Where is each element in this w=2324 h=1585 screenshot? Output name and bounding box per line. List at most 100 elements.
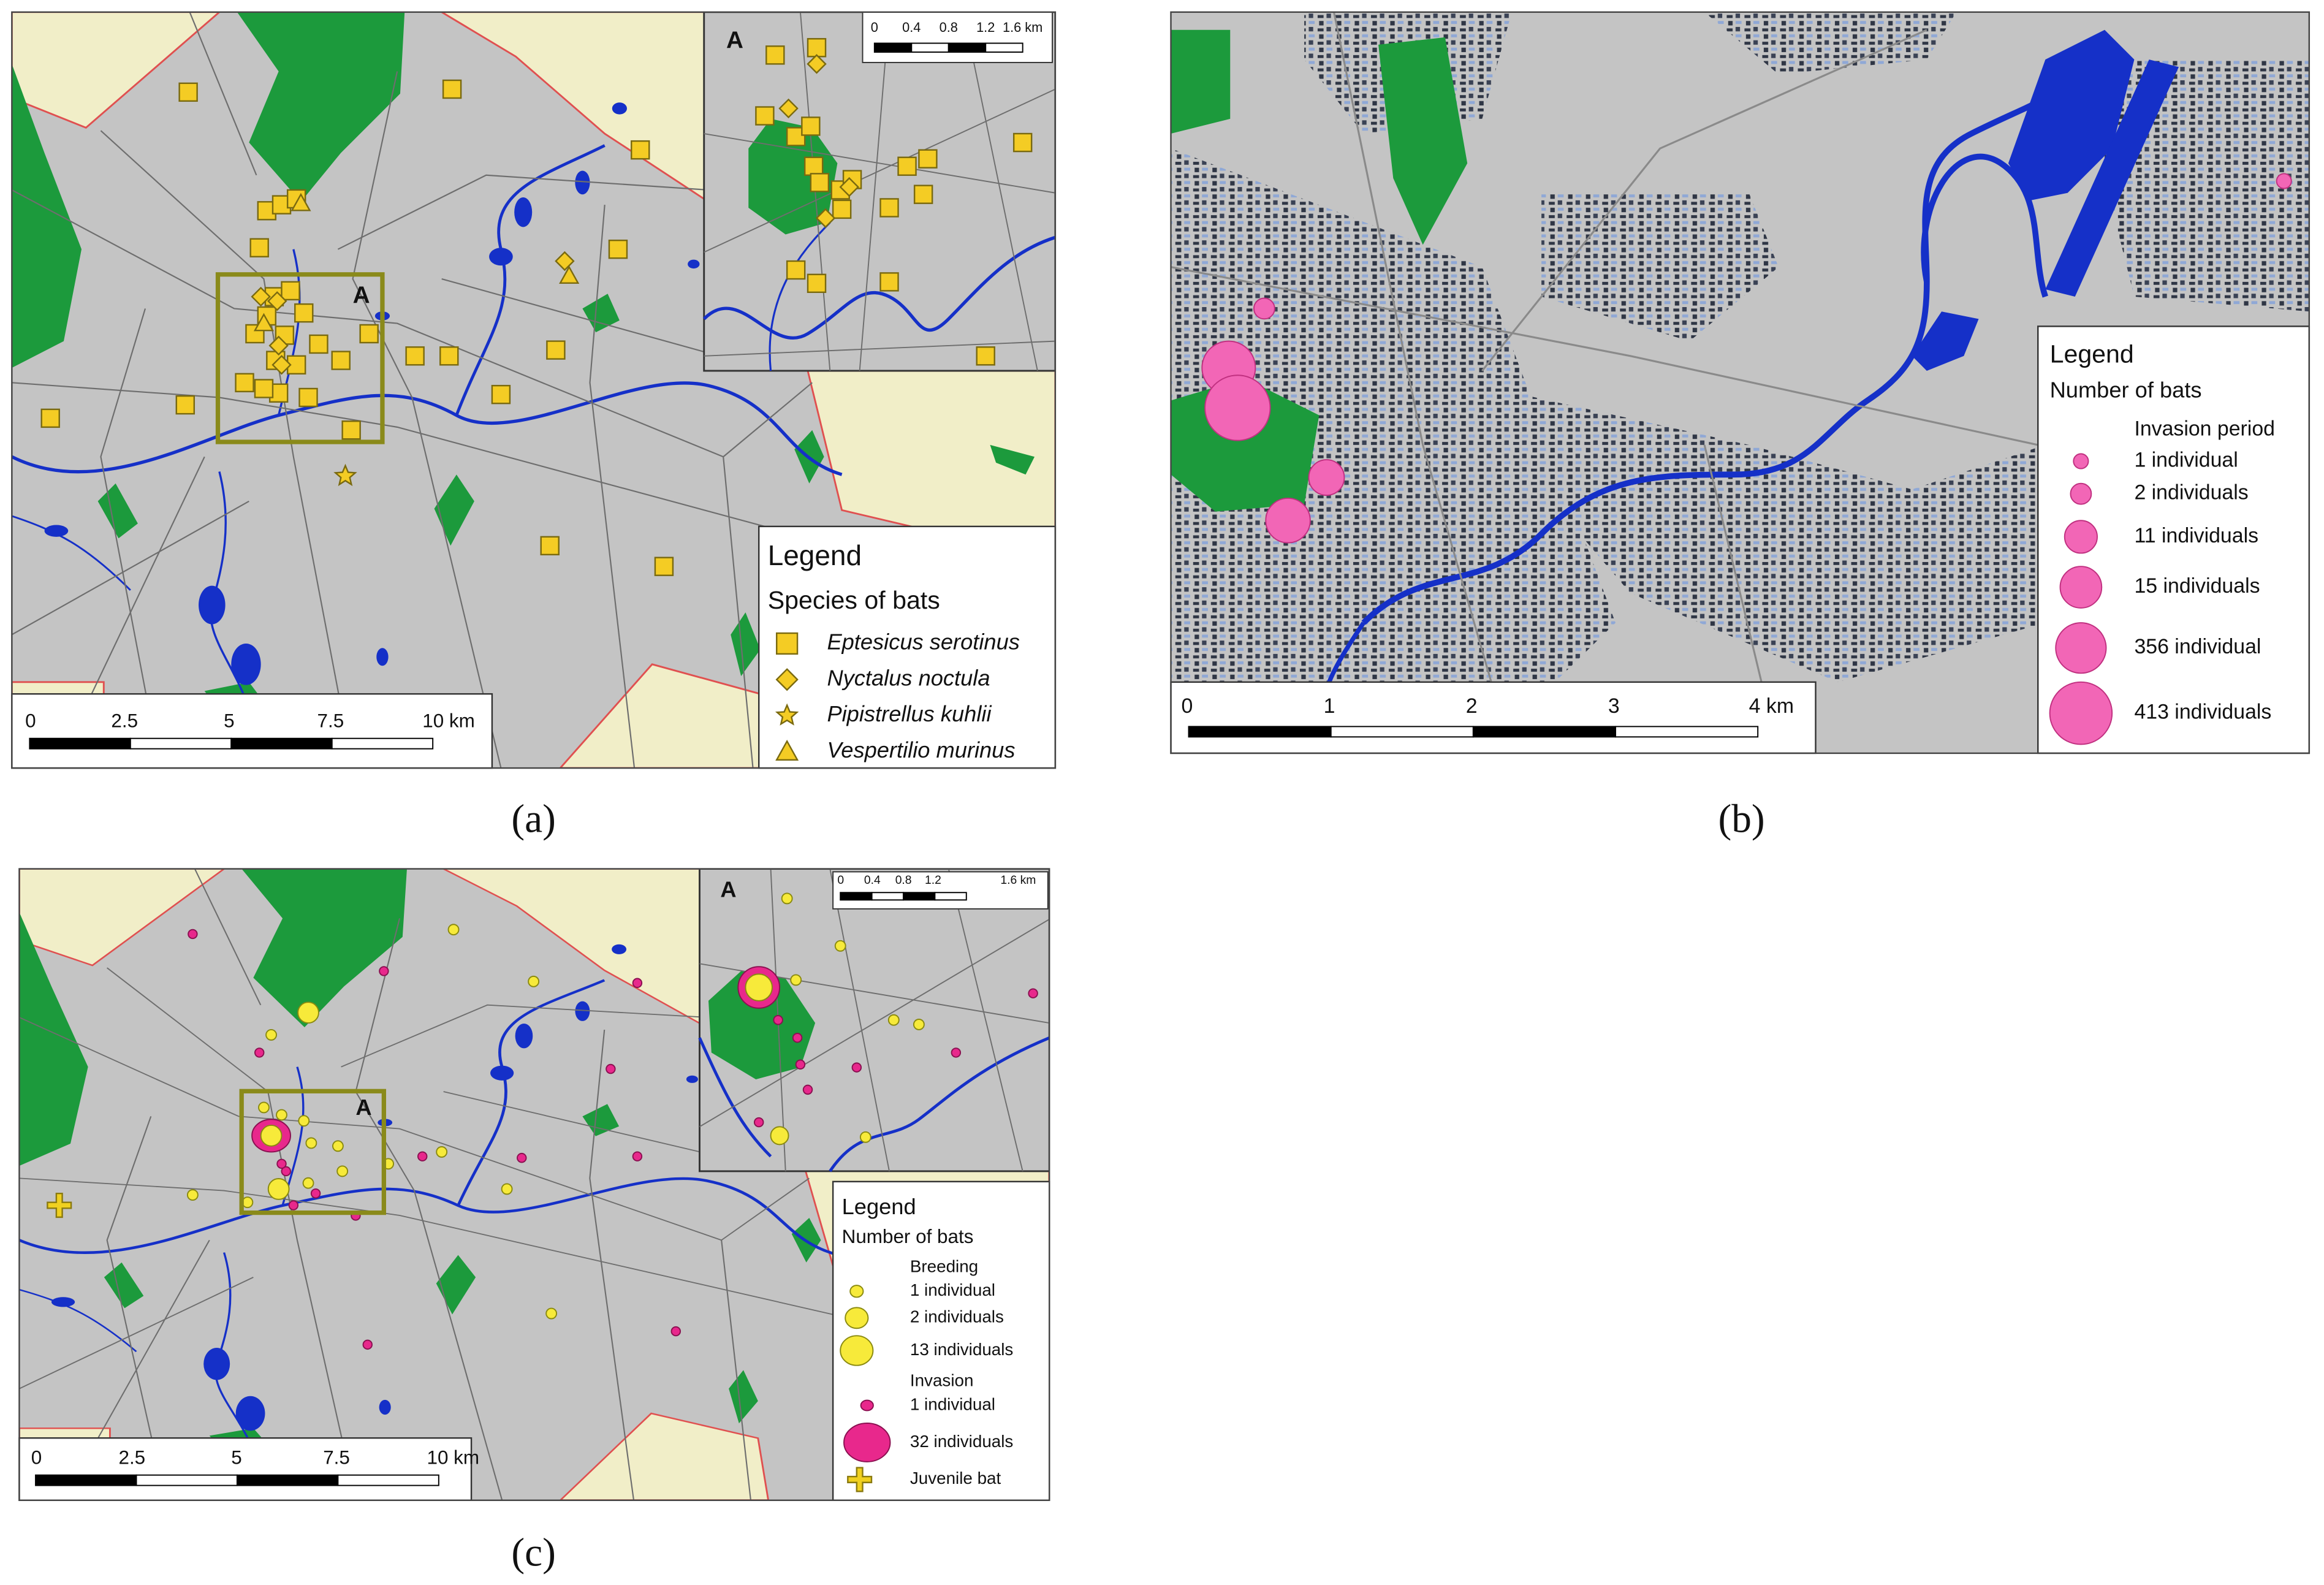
marker-square — [442, 79, 462, 99]
legend-entry: Vespertilio murinus — [827, 737, 1015, 762]
legend-symbol — [2055, 622, 2107, 674]
water-body — [489, 248, 513, 266]
road — [1332, 12, 1513, 753]
outer-area — [12, 12, 221, 129]
legend-entry: 1 individual — [910, 1280, 995, 1299]
scale-segment — [1188, 726, 1332, 738]
scale-label: 5 — [224, 710, 234, 731]
water-body — [199, 585, 226, 625]
bat-count — [267, 1178, 290, 1200]
buildings — [2105, 59, 2309, 312]
legend-entry: 32 individuals — [910, 1432, 1013, 1451]
road — [859, 12, 890, 371]
scale-label: 7.5 — [323, 1446, 350, 1468]
bat-count — [1265, 497, 1311, 544]
marker-square — [918, 149, 938, 169]
water-body — [51, 1297, 75, 1307]
green-area — [708, 971, 816, 1079]
road — [704, 133, 1055, 194]
buildings — [1482, 386, 2046, 682]
bat-count — [1253, 297, 1275, 320]
marker-square — [40, 408, 60, 428]
scale-label: 10 km — [422, 710, 475, 731]
buildings — [1541, 192, 1779, 341]
legend-symbol — [2073, 453, 2089, 469]
inset-frame — [239, 1089, 386, 1215]
legend-symbol — [2049, 681, 2113, 745]
legend-subtitle: Number of bats — [2050, 377, 2202, 402]
bat-count — [840, 1335, 874, 1366]
marker-square — [631, 140, 650, 160]
bat-count — [436, 1146, 448, 1158]
marker-square — [976, 346, 995, 366]
bat-count — [517, 1152, 527, 1163]
bat-count — [781, 892, 793, 905]
marker-square — [832, 199, 852, 219]
bat-count — [276, 1158, 287, 1169]
road — [12, 500, 249, 636]
marker-square — [654, 557, 674, 576]
road — [441, 278, 709, 354]
bat-count — [336, 1165, 349, 1177]
marker-square — [309, 334, 328, 354]
water-body — [575, 170, 590, 195]
inset-label: A — [726, 27, 743, 53]
legend-symbol — [2064, 520, 2098, 554]
legend-entry: 1 individual — [910, 1394, 995, 1413]
water-body — [515, 1023, 533, 1049]
legend-b: Legend Number of bats Invasion period 1 ind… — [2037, 325, 2311, 754]
marker-square — [341, 420, 361, 440]
scale-box — [18, 1437, 473, 1501]
marker-star — [333, 463, 357, 487]
panel-frame — [1170, 11, 2311, 754]
road — [723, 382, 813, 769]
bat-count — [913, 1019, 925, 1030]
green-area — [582, 294, 620, 333]
bat-count — [849, 1285, 864, 1298]
green-area — [241, 869, 407, 1028]
bat-count — [297, 1002, 319, 1024]
marker-diamond — [267, 291, 287, 311]
water-body — [44, 525, 69, 537]
bat-count — [188, 929, 198, 940]
panel-c: A A 0 0.4 0.8 1.2 1.6 km — [19, 869, 1050, 1500]
water-body — [490, 1065, 514, 1081]
scale-label: 3 — [1608, 694, 1620, 718]
marker-diamond — [807, 54, 827, 74]
bat-count — [265, 1028, 277, 1041]
marker-square — [608, 239, 628, 259]
inset-a: A 0 0.4 0.8 1.2 1.6 km — [702, 12, 1055, 372]
water-body — [514, 197, 533, 227]
marker-square — [801, 116, 821, 136]
marker-square — [178, 82, 198, 102]
green-area — [1171, 29, 1231, 134]
lake — [1912, 311, 1979, 371]
road — [19, 1177, 1050, 1365]
scale-box — [1170, 681, 1817, 754]
bat-count — [773, 1014, 783, 1025]
scale-segment — [129, 737, 232, 750]
panel-label: (c) — [511, 1531, 555, 1575]
green-area — [731, 612, 761, 677]
scale-segment — [331, 737, 434, 750]
legend-group: Breeding — [910, 1256, 978, 1275]
scale-segment — [873, 42, 913, 53]
road — [106, 1116, 167, 1500]
bat-count — [834, 940, 846, 952]
scale-segment — [911, 42, 949, 53]
marker-triangle — [775, 739, 799, 761]
bat-count — [632, 978, 643, 988]
legend-entry: 15 individuals — [2134, 574, 2260, 598]
water-body — [612, 944, 627, 954]
bat-count — [545, 1307, 558, 1320]
marker-diamond — [268, 335, 289, 356]
road — [829, 869, 890, 1172]
inset-label: A — [353, 282, 370, 308]
road — [947, 869, 1023, 1172]
legend-entry: 356 individual — [2134, 635, 2261, 658]
bat-count — [254, 1047, 265, 1058]
bat-count — [241, 1196, 254, 1209]
marker-square — [755, 106, 775, 126]
